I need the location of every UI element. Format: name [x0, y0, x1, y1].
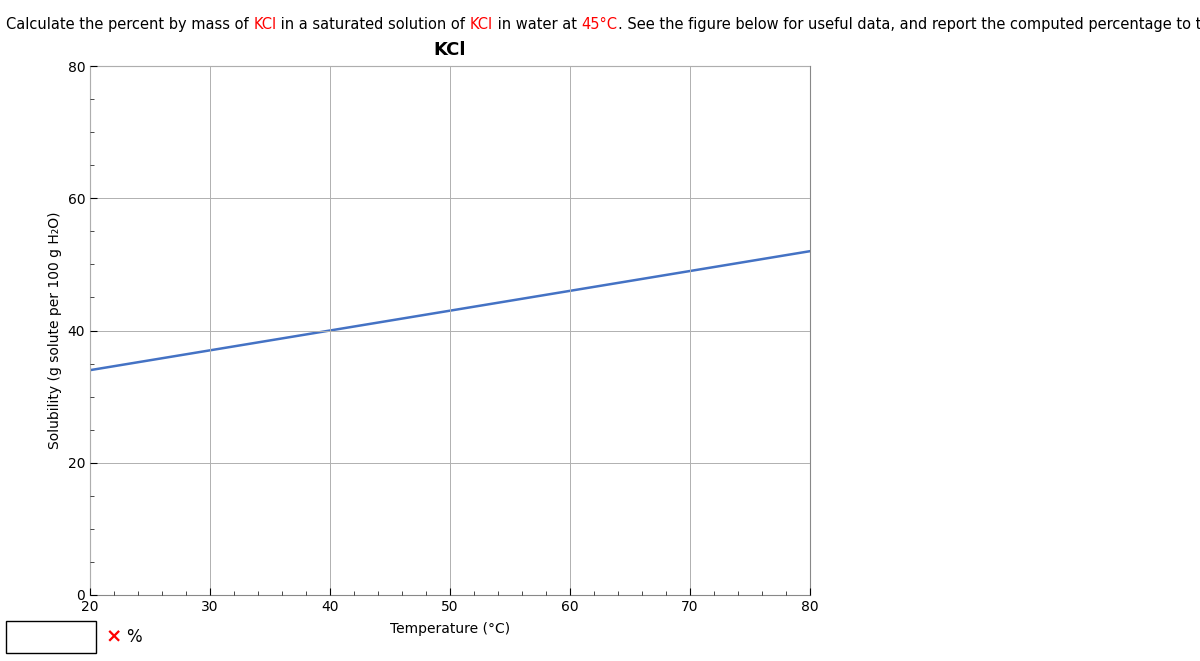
Text: 45°C: 45°C — [582, 17, 618, 32]
Text: Calculate the percent by mass of: Calculate the percent by mass of — [6, 17, 253, 32]
Text: %: % — [126, 628, 142, 646]
Title: KCl: KCl — [433, 41, 467, 59]
Text: . See the figure below for useful data, and report the computed percentage to tw: . See the figure below for useful data, … — [618, 17, 1200, 32]
Text: in a saturated solution of: in a saturated solution of — [276, 17, 470, 32]
Text: ×: × — [106, 628, 122, 646]
Text: in water at: in water at — [493, 17, 582, 32]
Y-axis label: Solubility (g solute per 100 g H₂O): Solubility (g solute per 100 g H₂O) — [48, 212, 62, 449]
X-axis label: Temperature (°C): Temperature (°C) — [390, 622, 510, 636]
Text: KCl: KCl — [470, 17, 493, 32]
Text: KCl: KCl — [253, 17, 276, 32]
FancyBboxPatch shape — [6, 621, 96, 653]
